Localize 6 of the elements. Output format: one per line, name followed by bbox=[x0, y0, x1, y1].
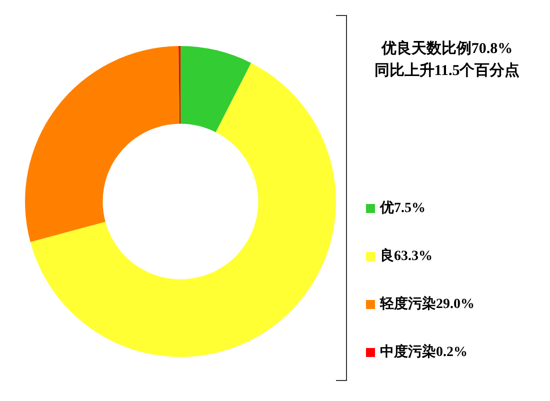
text: 同比上升11.5个百分点 bbox=[373, 61, 521, 81]
legend-label: 优7.5% bbox=[380, 200, 426, 217]
legend-label: 轻度污染29.0% bbox=[380, 295, 474, 313]
text: 优良天数比例70.8% bbox=[380, 39, 514, 59]
legend-label: 良63.3% bbox=[380, 247, 432, 265]
legend-label: 中度污染0.2% bbox=[380, 343, 468, 361]
